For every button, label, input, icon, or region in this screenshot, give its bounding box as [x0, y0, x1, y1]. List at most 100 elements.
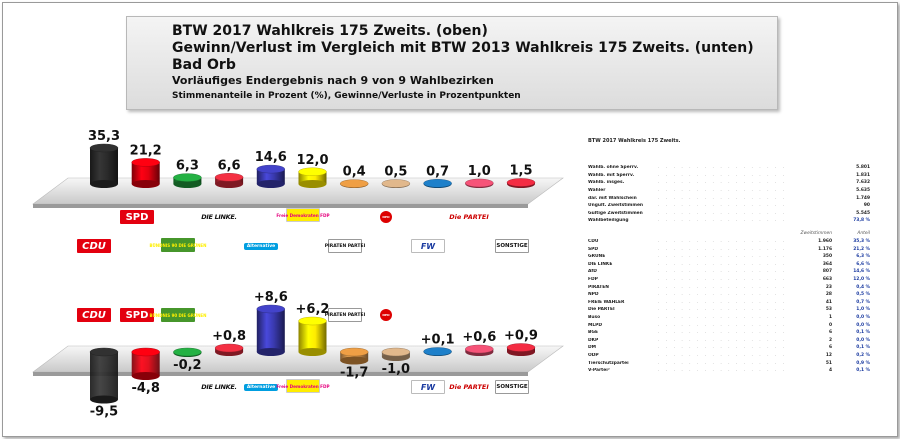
bar-label-0-7: 0,5	[384, 164, 407, 179]
bar-label-0-3: 6,6	[218, 158, 241, 173]
row-label: BGE	[588, 330, 598, 336]
logo-fdp-bottom: Freie Demokraten FDP	[276, 379, 330, 393]
bar-top-1-10	[506, 343, 536, 352]
party-row: Büso. . . . . . . . . . . . . . . . . . …	[588, 314, 870, 320]
row-share: 73,8 %	[853, 218, 870, 224]
row-share: 0,1 %	[856, 330, 870, 336]
row-value: 1.176	[818, 246, 832, 252]
summary-row: Wahlb. insges.. . . . . . . . . . . . . …	[588, 180, 870, 186]
stats-title: BTW 2017 Wahlkreis 175 Zweits.	[588, 138, 681, 144]
bar-base-0-4	[256, 180, 285, 188]
bar-base-0-3	[215, 180, 244, 188]
party-row: SPD. . . . . . . . . . . . . . . . . . .…	[588, 246, 870, 252]
row-value: 12	[825, 352, 832, 358]
row-share: 0,9 %	[856, 360, 870, 366]
row-label: Wahlbeteiligung	[588, 218, 629, 224]
bar-label-0-9: 1,0	[468, 164, 491, 179]
header-box: BTW 2017 Wahlkreis 175 Zweits. (oben) Ge…	[126, 16, 778, 110]
summary-row: Wahlb. ohne Sperrv.. . . . . . . . . . .…	[588, 165, 870, 171]
row-label: MLPD	[588, 322, 603, 328]
logo-npd-top: NPD	[369, 210, 403, 224]
bar-top-0-1	[131, 158, 160, 167]
row-value: 1.960	[818, 239, 832, 245]
bar-top-1-5	[298, 316, 327, 326]
bar-top-1-9	[465, 344, 494, 354]
row-value: 41	[825, 299, 832, 305]
party-row: FDP. . . . . . . . . . . . . . . . . . .…	[588, 277, 870, 283]
bar-top-1-4	[256, 304, 285, 314]
bar-label-0-2: 6,3	[176, 159, 199, 174]
logo-piraten-bottom: PIRATEN PARTEI	[325, 308, 365, 322]
logo-cdu-top: CDU	[77, 239, 111, 253]
logo-gruene-bottom: BÜNDNIS 90 DIE GRÜNEN	[150, 308, 207, 322]
bar-base-1-4	[256, 348, 285, 356]
row-label: Die PARTEI	[588, 307, 615, 313]
row-value: 53	[825, 307, 832, 313]
row-value: 350	[822, 254, 832, 260]
bar-label-1-5: +6,2	[296, 302, 330, 317]
row-label: dar. mit Wahlschein	[588, 195, 637, 201]
bar-label-0-4: 14,6	[255, 150, 287, 165]
row-share: 5.545	[856, 210, 870, 216]
row-label: GRÜNE	[588, 254, 606, 260]
bar-label-1-7: -1,0	[382, 362, 410, 377]
row-share: 0,2 %	[856, 352, 870, 358]
summary-row: Wähler. . . . . . . . . . . . . . . . . …	[588, 188, 870, 194]
row-share: 0,0 %	[856, 314, 870, 320]
bar-base-0-0	[90, 180, 118, 188]
row-label: Wahlb. mit Sperrv.	[588, 172, 635, 178]
stats-table: BTW 2017 Wahlkreis 175 Zweits. Wahlb. oh…	[588, 138, 870, 374]
row-label: PIRATEN	[588, 284, 609, 290]
row-value: 1	[828, 314, 832, 320]
summary-row: dar. mit Wahlschein. . . . . . . . . . .…	[588, 195, 870, 201]
bar-base-1-0	[90, 395, 118, 404]
summary-rows: Wahlb. ohne Sperrv.. . . . . . . . . . .…	[588, 164, 870, 225]
bar-0-1	[131, 162, 160, 184]
row-label: Ungült. Zweitstimmen	[588, 203, 644, 209]
row-label: DIE LINKE	[588, 261, 613, 267]
summary-row: Wahlb. mit Sperrv.. . . . . . . . . . . …	[588, 172, 870, 178]
bar-label-0-0: 35,3	[88, 129, 120, 144]
bar-label-0-8: 0,7	[426, 164, 449, 179]
row-label: Wähler	[588, 188, 606, 194]
bar-label-0-1: 21,2	[130, 143, 162, 158]
party-row: MLPD. . . . . . . . . . . . . . . . . . …	[588, 322, 870, 328]
row-label: Wahlb. ohne Sperrv.	[588, 165, 639, 171]
row-share: 0,4 %	[856, 284, 870, 290]
party-rows: CDU. . . . . . . . . . . . . . . . . . .…	[588, 238, 870, 375]
row-value: 807	[822, 269, 832, 275]
bar-top-0-10	[506, 178, 536, 187]
bar-1-4	[256, 309, 285, 352]
row-share: 14,6 %	[853, 269, 870, 275]
bar-label-1-3: +0,8	[212, 329, 246, 344]
logo-fw-top: FW	[411, 239, 445, 253]
bar-charts: 35,3 21,2 6,3 6,6 14,6 12,0 0,4 0,5 0,7 1,0 1,5 -9,…	[32, 129, 564, 420]
row-label: Büso	[588, 314, 601, 320]
bar-top-1-8	[423, 347, 452, 356]
row-label: FDP	[588, 277, 598, 283]
logo-cdu-bottom: CDU	[77, 308, 111, 322]
summary-row: Wahlbeteiligung. . . . . . . . . . . . .…	[588, 218, 870, 224]
bar-0-0	[90, 147, 118, 184]
logo-linke-bottom: DIE LINKE.	[201, 380, 237, 394]
bar-label-1-9: +0,6	[462, 330, 496, 345]
row-value: 6	[828, 345, 832, 351]
row-share: 0,0 %	[856, 322, 870, 328]
row-share: 1.749	[856, 195, 870, 201]
bar-label-1-1: -4,8	[131, 381, 159, 396]
row-value: 2	[828, 337, 832, 343]
row-share: 21,2 %	[853, 246, 870, 252]
bar-label-0-6: 0,4	[343, 165, 366, 180]
row-value: 6	[828, 330, 832, 336]
row-value: 364	[822, 261, 832, 267]
bar-top-0-3	[214, 173, 244, 182]
bar-base-0-2	[173, 180, 202, 188]
party-row: V-Partei³. . . . . . . . . . . . . . . .…	[588, 368, 870, 374]
bar-1-6	[340, 352, 369, 361]
title-line-5: Stimmenanteile in Prozent (%), Gewinne/V…	[172, 91, 521, 101]
logo-piraten-top: PIRATEN PARTEI	[325, 239, 365, 253]
title-line-4: Vorläufiges Endergebnis nach 9 von 9 Wah…	[172, 74, 494, 87]
party-row: ÖDP. . . . . . . . . . . . . . . . . . .…	[588, 352, 870, 358]
bar-label-0-10: 1,5	[509, 163, 532, 178]
